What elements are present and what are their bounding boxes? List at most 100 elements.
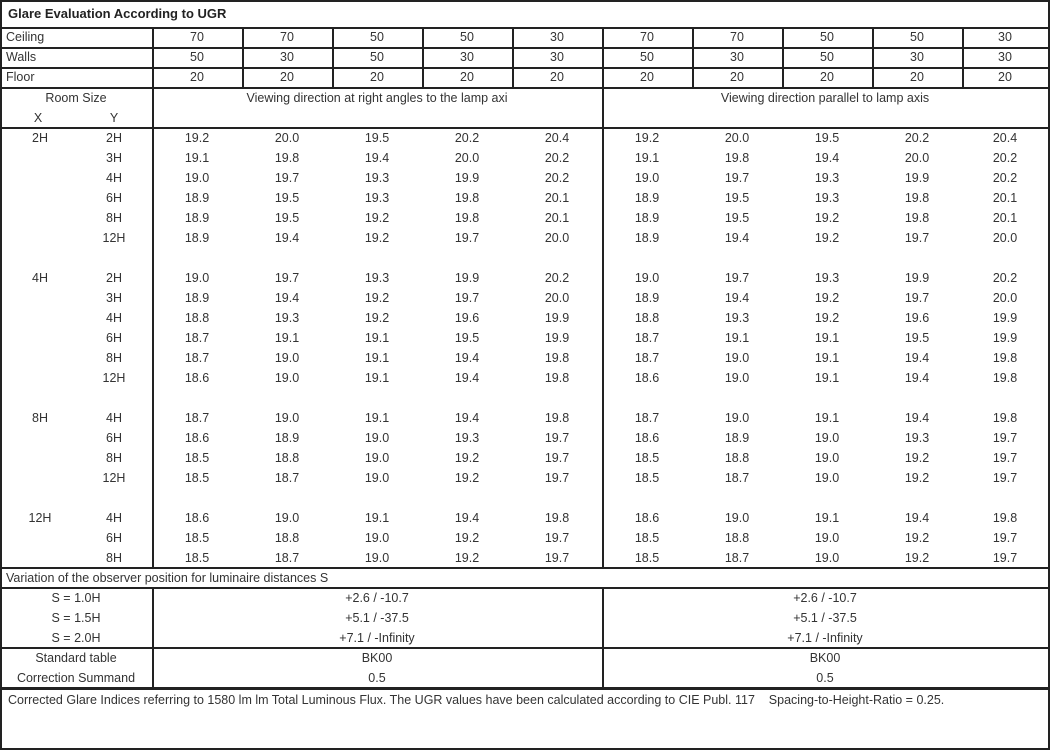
ugr-value: 19.9 (454, 271, 480, 285)
ugr-value: 19.7 (544, 531, 570, 545)
reflectance-value: 30 (910, 50, 924, 64)
ugr-value: 19.7 (544, 551, 570, 565)
reflectance-value: 30 (998, 30, 1012, 44)
ugr-value: 19.1 (814, 371, 840, 385)
ugr-value: 19.4 (454, 351, 480, 365)
ugr-value: 20.0 (274, 131, 300, 145)
variation-s-label: S = 1.5H (51, 611, 101, 625)
ugr-value: 19.7 (454, 231, 480, 245)
ugr-value: 20.2 (992, 271, 1018, 285)
ugr-value: 19.4 (904, 511, 930, 525)
room-size-y: 8H (106, 551, 122, 565)
ugr-value: 19.3 (814, 271, 840, 285)
y-label: Y (109, 111, 119, 125)
ugr-value: 19.0 (814, 451, 840, 465)
reflectance-value: 20 (640, 70, 654, 84)
direction-right-angles-header: Viewing direction at right angles to the… (246, 91, 508, 105)
ugr-value: 19.0 (814, 431, 840, 445)
ugr-value: 19.0 (724, 411, 750, 425)
room-size-y: 4H (106, 311, 122, 325)
reflectance-value: 70 (190, 30, 204, 44)
ugr-value: 19.0 (274, 411, 300, 425)
ugr-value: 18.6 (634, 371, 660, 385)
ugr-value: 19.2 (364, 311, 390, 325)
ugr-value: 19.2 (454, 551, 480, 565)
reflectance-label: Ceiling (6, 30, 45, 44)
ugr-value: 18.6 (634, 431, 660, 445)
room-size-y: 3H (106, 291, 122, 305)
correction-summand-right-angles: 0.5 (368, 671, 386, 685)
ugr-value: 19.4 (454, 371, 480, 385)
reflectance-value: 30 (550, 50, 564, 64)
divider (962, 27, 964, 88)
ugr-value: 18.8 (274, 531, 300, 545)
ugr-value: 19.9 (454, 171, 480, 185)
ugr-value: 18.9 (184, 231, 210, 245)
variation-right-angles: +5.1 / -37.5 (345, 611, 409, 625)
ugr-value: 19.0 (364, 551, 390, 565)
ugr-value: 18.7 (724, 471, 750, 485)
ugr-value: 19.9 (992, 331, 1018, 345)
ugr-value: 20.0 (454, 151, 480, 165)
ugr-value: 18.5 (634, 551, 660, 565)
ugr-value: 18.5 (634, 451, 660, 465)
table-title: Glare Evaluation According to UGR (8, 6, 227, 21)
ugr-value: 19.4 (724, 291, 750, 305)
ugr-value: 19.2 (904, 531, 930, 545)
ugr-value: 19.3 (724, 311, 750, 325)
ugr-value: 18.9 (184, 211, 210, 225)
ugr-value: 19.7 (544, 431, 570, 445)
ugr-value: 20.0 (544, 231, 570, 245)
ugr-value: 19.7 (544, 451, 570, 465)
divider (692, 27, 694, 88)
divider (152, 88, 154, 568)
ugr-value: 19.1 (364, 331, 390, 345)
ugr-value: 19.6 (454, 311, 480, 325)
ugr-value: 19.3 (364, 171, 390, 185)
ugr-value: 19.4 (724, 231, 750, 245)
reflectance-value: 70 (640, 30, 654, 44)
divider (782, 27, 784, 88)
ugr-value: 19.8 (544, 371, 570, 385)
reflectance-value: 20 (820, 70, 834, 84)
ugr-value: 18.9 (724, 431, 750, 445)
ugr-value: 19.0 (364, 431, 390, 445)
room-size-y: 3H (106, 151, 122, 165)
ugr-value: 19.0 (364, 531, 390, 545)
ugr-value: 19.0 (184, 171, 210, 185)
ugr-value: 20.2 (544, 171, 570, 185)
ugr-value: 18.5 (184, 451, 210, 465)
ugr-value: 19.0 (814, 551, 840, 565)
ugr-value: 19.0 (814, 531, 840, 545)
ugr-value: 18.7 (274, 551, 300, 565)
room-size-y: 4H (106, 171, 122, 185)
ugr-value: 20.0 (904, 151, 930, 165)
room-size-y: 6H (106, 531, 122, 545)
divider (0, 587, 1050, 589)
room-size-y: 2H (106, 271, 122, 285)
divider (332, 27, 334, 88)
ugr-value: 19.1 (184, 151, 210, 165)
ugr-value: 19.7 (274, 271, 300, 285)
ugr-value: 19.7 (904, 291, 930, 305)
reflectance-value: 20 (550, 70, 564, 84)
room-size-y: 4H (106, 511, 122, 525)
ugr-value: 20.2 (544, 151, 570, 165)
ugr-value: 19.2 (454, 451, 480, 465)
ugr-value: 19.4 (274, 231, 300, 245)
ugr-value: 19.4 (904, 371, 930, 385)
ugr-value: 20.2 (544, 271, 570, 285)
ugr-value: 19.3 (364, 271, 390, 285)
divider (0, 87, 1050, 89)
ugr-value: 19.7 (454, 291, 480, 305)
footnote: Corrected Glare Indices referring to 158… (8, 693, 945, 707)
ugr-value: 19.5 (904, 331, 930, 345)
ugr-value: 20.4 (992, 131, 1018, 145)
ugr-value: 19.8 (544, 351, 570, 365)
reflectance-label: Floor (6, 70, 35, 84)
ugr-value: 19.7 (992, 551, 1018, 565)
ugr-value: 19.2 (814, 291, 840, 305)
direction-parallel-header: Viewing direction parallel to lamp axis (720, 91, 930, 105)
ugr-value: 19.2 (814, 311, 840, 325)
